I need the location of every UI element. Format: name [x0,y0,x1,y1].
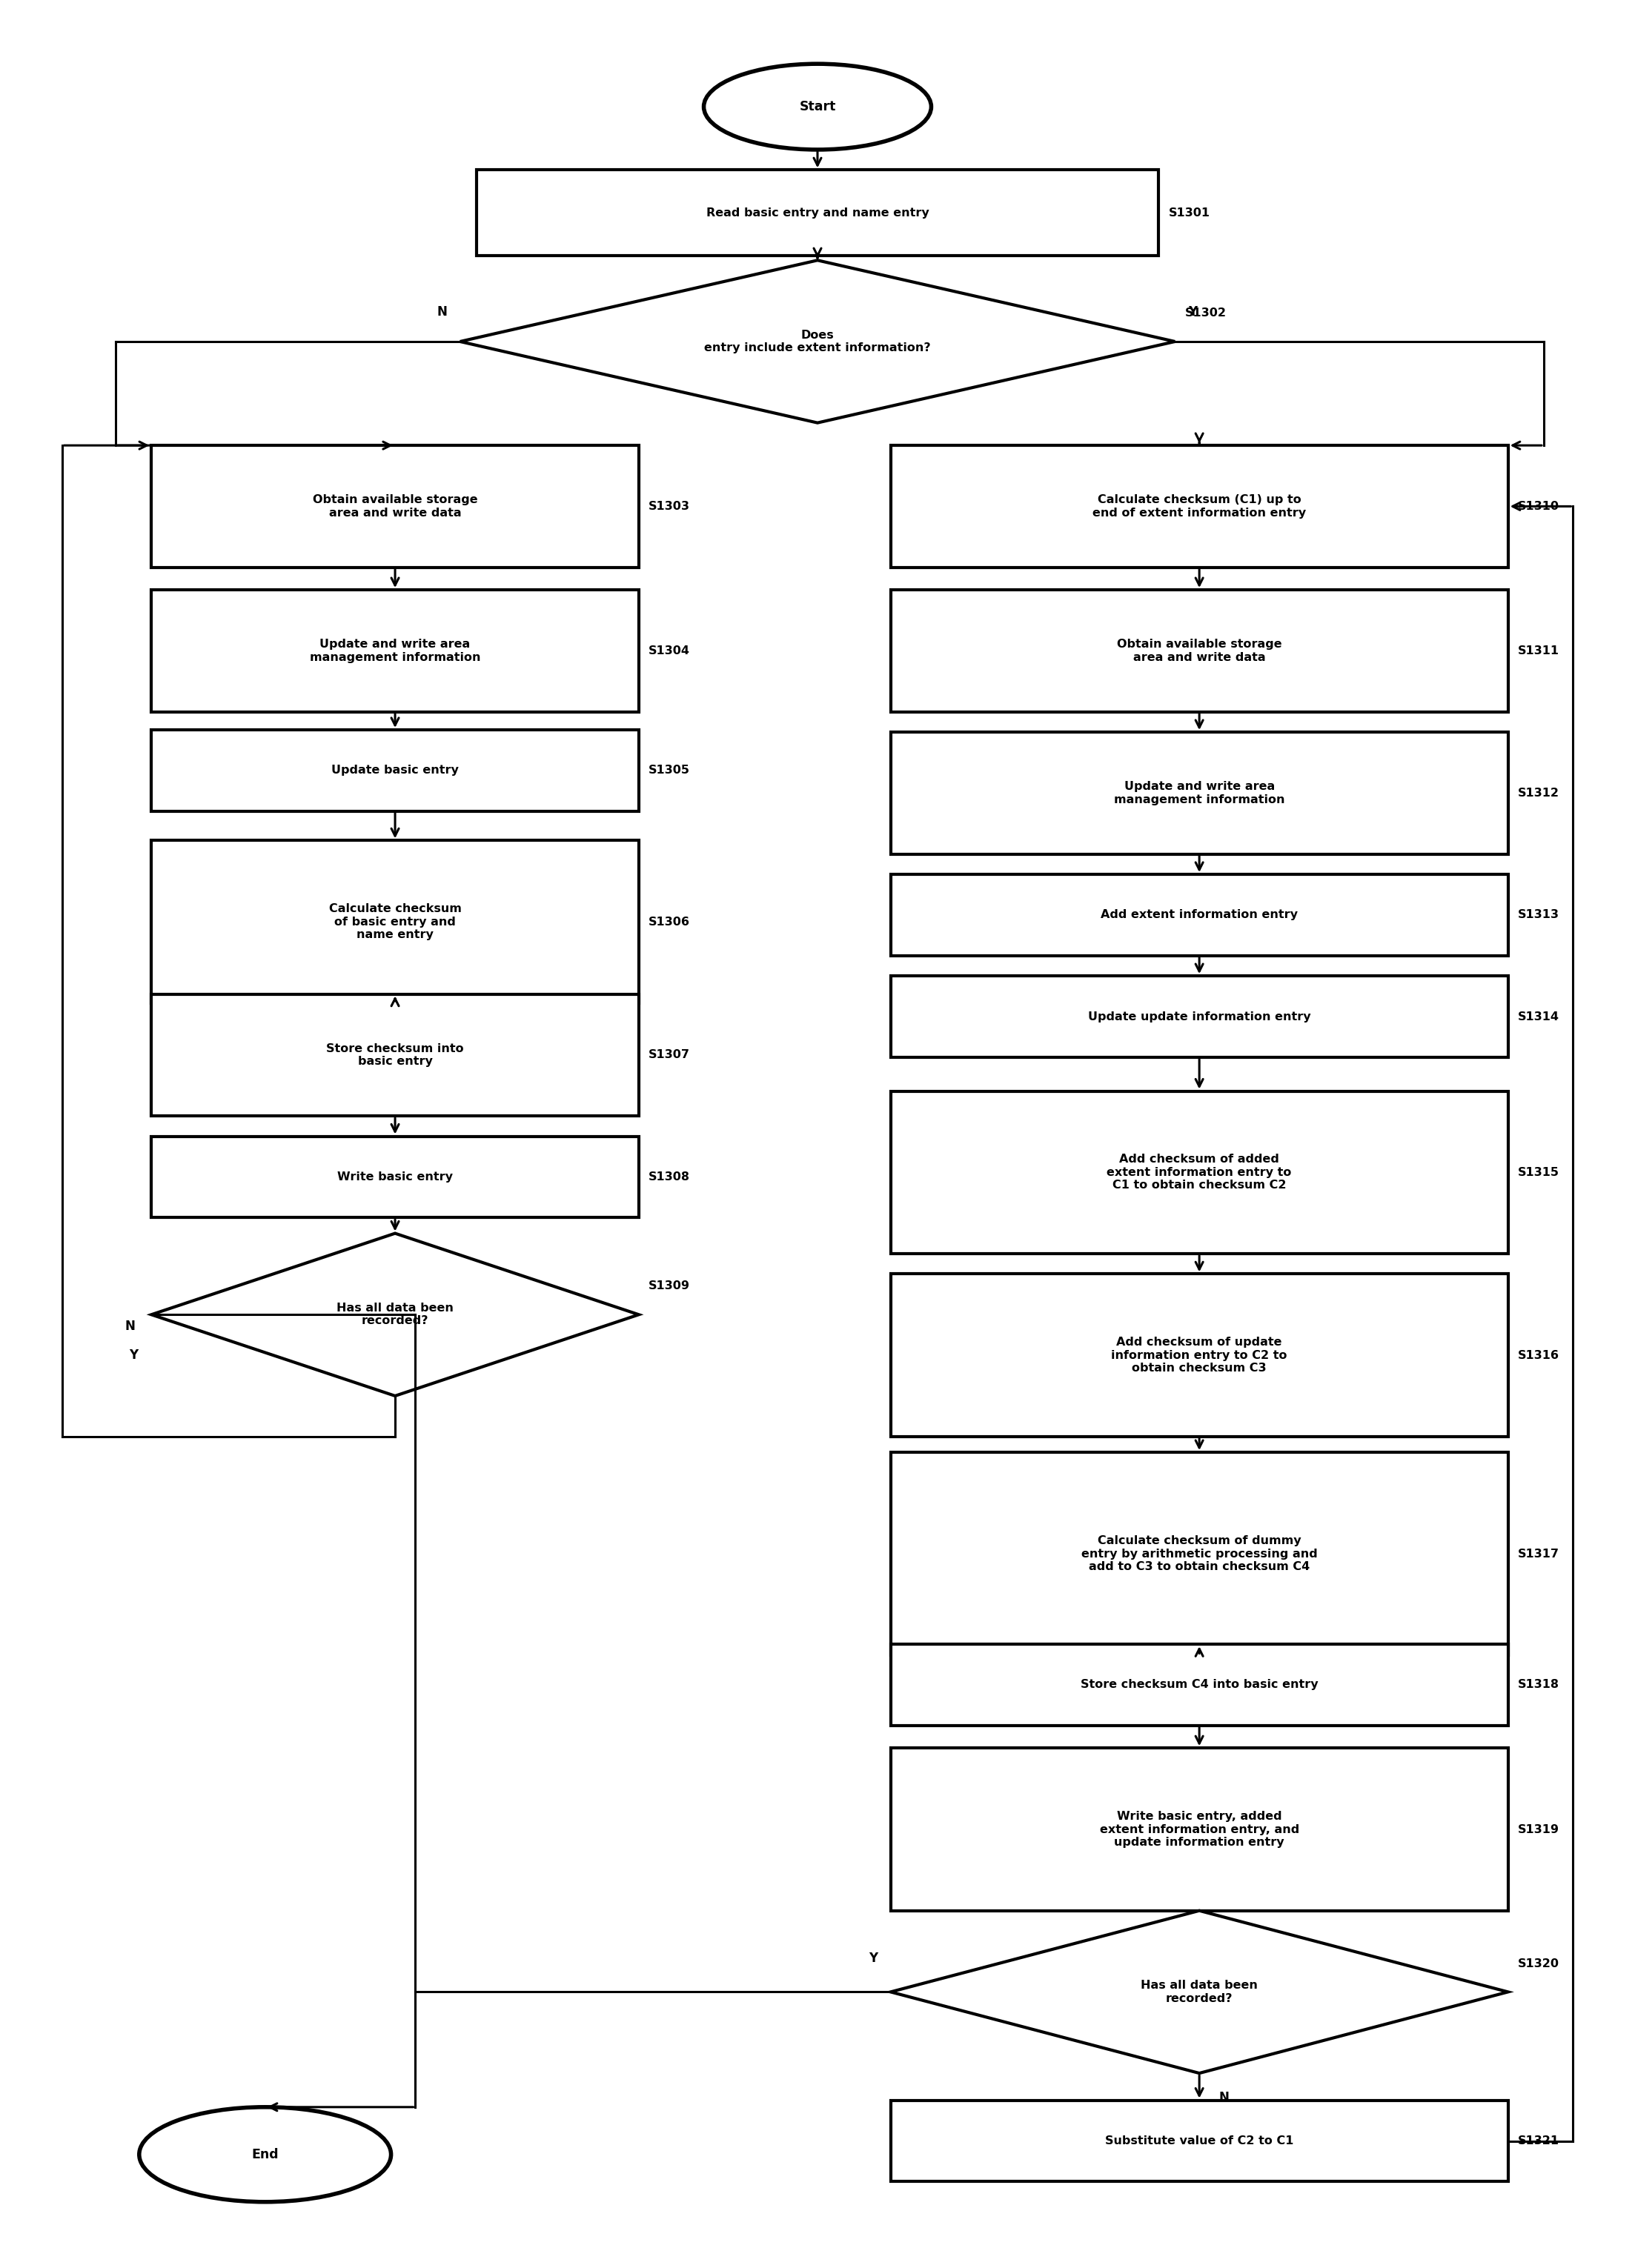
Text: Calculate checksum (C1) up to
end of extent information entry: Calculate checksum (C1) up to end of ext… [1092,494,1306,519]
Text: Obtain available storage
area and write data: Obtain available storage area and write … [1117,640,1282,662]
Text: Update basic entry: Update basic entry [332,764,459,776]
Text: S1301: S1301 [1169,206,1210,218]
FancyBboxPatch shape [152,445,639,567]
Ellipse shape [703,64,932,150]
Text: Has all data been
recorded?: Has all data been recorded? [1141,1980,1257,2005]
Text: S1314: S1314 [1517,1012,1560,1023]
FancyBboxPatch shape [891,445,1507,567]
FancyBboxPatch shape [891,975,1507,1057]
Text: S1320: S1320 [1517,1957,1560,1969]
Text: S1318: S1318 [1517,1678,1560,1690]
Text: N: N [1218,2091,1230,2105]
FancyBboxPatch shape [152,993,639,1116]
Text: Write basic entry, added
extent information entry, and
update information entry: Write basic entry, added extent informat… [1099,1810,1300,1848]
Text: S1306: S1306 [649,916,690,928]
FancyBboxPatch shape [891,1091,1507,1254]
Text: S1310: S1310 [1517,501,1560,513]
Text: Update and write area
management information: Update and write area management informa… [309,640,481,662]
Text: Store checksum into
basic entry: Store checksum into basic entry [327,1043,464,1066]
FancyBboxPatch shape [152,1136,639,1218]
Text: Update update information entry: Update update information entry [1087,1012,1311,1023]
Text: Start: Start [800,100,835,113]
Text: S1302: S1302 [1185,308,1226,318]
Ellipse shape [139,2107,391,2202]
Text: Obtain available storage
area and write data: Obtain available storage area and write … [312,494,477,519]
FancyBboxPatch shape [891,2100,1507,2182]
Text: Add checksum of update
information entry to C2 to
obtain checksum C3: Add checksum of update information entry… [1112,1336,1287,1374]
Text: N: N [437,306,446,320]
Text: Calculate checksum of dummy
entry by arithmetic processing and
add to C3 to obta: Calculate checksum of dummy entry by ari… [1081,1535,1318,1572]
Text: Does
entry include extent information?: Does entry include extent information? [705,329,930,354]
Text: Calculate checksum
of basic entry and
name entry: Calculate checksum of basic entry and na… [329,903,461,941]
Text: S1321: S1321 [1517,2136,1560,2146]
Text: Substitute value of C2 to C1: Substitute value of C2 to C1 [1105,2136,1293,2146]
FancyBboxPatch shape [891,1749,1507,1910]
Polygon shape [459,261,1176,422]
Polygon shape [891,1910,1507,2073]
Text: Y: Y [868,1950,878,1964]
FancyBboxPatch shape [891,733,1507,855]
Text: S1309: S1309 [649,1281,690,1293]
Text: S1304: S1304 [649,646,690,655]
Text: Y: Y [1189,306,1197,320]
Text: S1316: S1316 [1517,1349,1560,1361]
Text: S1303: S1303 [649,501,690,513]
Text: S1319: S1319 [1517,1823,1560,1835]
Text: S1317: S1317 [1517,1549,1560,1560]
FancyBboxPatch shape [891,875,1507,955]
FancyBboxPatch shape [891,1275,1507,1436]
Text: Update and write area
management information: Update and write area management informa… [1113,780,1285,805]
Text: S1313: S1313 [1517,909,1560,921]
Text: End: End [252,2148,278,2161]
Text: S1315: S1315 [1517,1166,1560,1177]
Text: N: N [124,1320,136,1334]
Polygon shape [152,1234,639,1395]
Text: Has all data been
recorded?: Has all data been recorded? [337,1302,453,1327]
Text: S1308: S1308 [649,1170,690,1182]
FancyBboxPatch shape [152,730,639,812]
Text: Y: Y [129,1349,139,1361]
Text: Add extent information entry: Add extent information entry [1100,909,1298,921]
Text: Read basic entry and name entry: Read basic entry and name entry [706,206,929,218]
Text: S1312: S1312 [1517,787,1560,798]
FancyBboxPatch shape [476,170,1159,256]
FancyBboxPatch shape [152,841,639,1002]
FancyBboxPatch shape [891,1452,1507,1656]
Text: Write basic entry: Write basic entry [337,1170,453,1182]
FancyBboxPatch shape [891,590,1507,712]
Text: S1305: S1305 [649,764,690,776]
Text: Store checksum C4 into basic entry: Store checksum C4 into basic entry [1081,1678,1318,1690]
Text: S1307: S1307 [649,1050,690,1061]
FancyBboxPatch shape [891,1644,1507,1726]
FancyBboxPatch shape [152,590,639,712]
Text: S1311: S1311 [1517,646,1560,655]
Text: Add checksum of added
extent information entry to
C1 to obtain checksum C2: Add checksum of added extent information… [1107,1154,1292,1191]
